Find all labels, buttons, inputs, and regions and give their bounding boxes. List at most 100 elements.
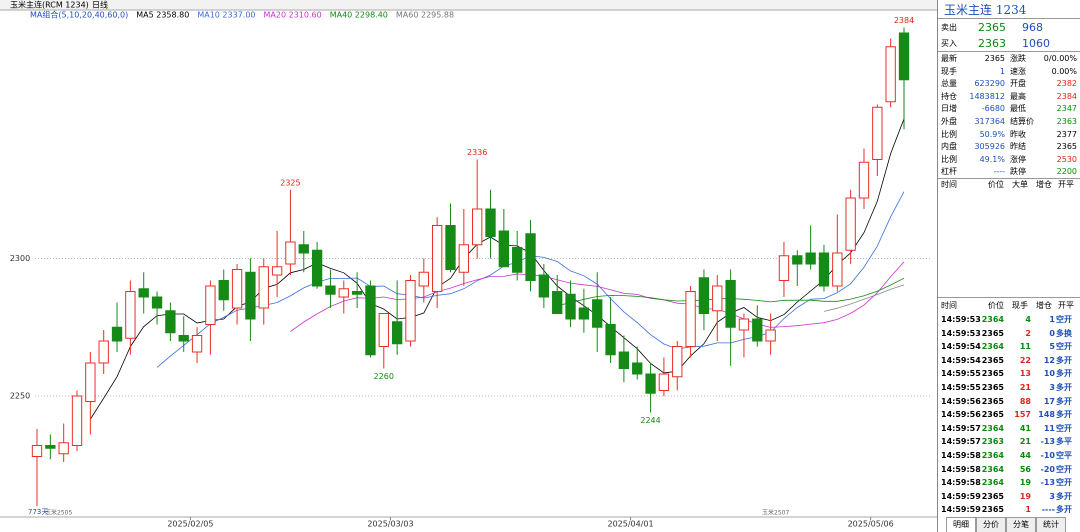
stat-label: 日增: [941, 104, 957, 114]
candle-body: [512, 247, 523, 273]
trade-type: 多开: [1056, 383, 1072, 392]
trade-time: 14:59:56: [941, 410, 981, 420]
trade-time: 14:59:59: [941, 491, 981, 501]
stat-label: 最高: [1010, 91, 1026, 101]
stat-value: 1483812: [969, 91, 1005, 101]
trade-row: 14:59:57 2363 21 -13 多平: [938, 435, 1080, 448]
stat-label: 现手: [941, 66, 957, 76]
trade-price: 2364: [981, 342, 1004, 352]
trade-volume: 56: [1019, 464, 1031, 474]
candle-body: [165, 310, 176, 334]
trade-row: 14:59:58 2364 44 -10 空平: [938, 449, 1080, 462]
trade-type: 多开: [1056, 369, 1072, 379]
trade-time: 14:59:53: [941, 315, 981, 324]
trade-row: 14:59:59 2365 1 ---- 多开: [938, 503, 1080, 516]
quote-volume: 968: [1022, 21, 1043, 34]
candle-body: [538, 274, 550, 298]
candle-body: [111, 326, 123, 342]
candle-body: [565, 293, 576, 320]
candle-body: [632, 362, 643, 375]
candle-body: [311, 249, 323, 287]
trade-type: 空开: [1056, 315, 1072, 324]
trade-change: -10: [1040, 451, 1055, 460]
trade-row: 14:59:55 2365 13 10 多开: [938, 367, 1080, 380]
trade-price: 2363: [981, 437, 1004, 447]
y-tick-label: 2300: [10, 254, 30, 263]
stat-label: 速涨: [1010, 66, 1026, 76]
trade-price: 2365: [981, 491, 1004, 501]
trade-time: 14:59:53: [941, 328, 981, 338]
stat-row: 杠杆 ---- 跌停 2200: [938, 165, 1080, 178]
tab[interactable]: 明细: [946, 517, 976, 532]
candle-body: [58, 442, 69, 455]
trade-volume: 11: [1019, 342, 1031, 352]
stat-row: 最新 2365 涨跌 0/0.00%: [938, 52, 1080, 65]
stat-label: 开盘: [1010, 79, 1026, 89]
trade-change: 12: [1043, 355, 1055, 365]
trade-type: 空开: [1056, 464, 1072, 474]
trade-volume: 13: [1019, 369, 1031, 379]
stat-value: 2365: [1056, 142, 1077, 152]
trade-volume: 4: [1025, 315, 1031, 324]
trade-row: 14:59:53 2364 4 1 空开: [938, 313, 1080, 326]
candle-body: [338, 288, 349, 298]
trade-time: 14:59:57: [941, 423, 981, 433]
stat-value: 2530: [1056, 154, 1077, 164]
candle-body: [71, 395, 83, 446]
candle-body: [885, 46, 896, 103]
trade-change: 10: [1043, 369, 1055, 379]
high-label: 2336: [467, 148, 487, 157]
trade-volume: 157: [1014, 410, 1031, 420]
quote-label: 卖出: [941, 23, 957, 32]
stat-value: 305926: [974, 142, 1005, 152]
stat-value: 2347: [1056, 104, 1077, 114]
candle-body: [298, 244, 309, 254]
stat-label: 涨跌: [1010, 54, 1026, 63]
candle-body: [858, 161, 870, 199]
stat-label: 跌停: [1010, 167, 1026, 177]
candle-body: [765, 329, 776, 342]
trade-volume: 19: [1019, 478, 1031, 488]
stat-value: 49.1%: [979, 154, 1005, 164]
y-tick-label: 2250: [10, 392, 30, 401]
candle-body: [85, 362, 96, 402]
trade-type: 空开: [1056, 342, 1072, 352]
candle-body: [218, 280, 229, 301]
ma-line: [823, 284, 905, 312]
stat-value: 2384: [1056, 91, 1077, 101]
candle-body: [618, 351, 630, 369]
candle-body: [431, 225, 443, 292]
x-tick-label: 2025/04/01: [608, 520, 654, 529]
stat-value: 50.9%: [979, 129, 1005, 139]
candle-body: [605, 324, 616, 356]
tab[interactable]: 分价: [976, 517, 1006, 532]
annotation: 773天: [28, 508, 48, 516]
candle-body: [872, 106, 883, 160]
trade-row: 14:59:56 2365 157 148 多开: [938, 408, 1080, 421]
candle-body: [391, 321, 403, 345]
trade-type: 多开: [1056, 396, 1072, 406]
trade-price: 2365: [981, 328, 1004, 338]
candle-body: [645, 373, 656, 394]
candle-body: [712, 285, 723, 312]
high-label: 2325: [280, 178, 300, 187]
candle-body: [592, 299, 603, 328]
column-header: 现手: [1012, 301, 1028, 310]
candle-body: [98, 340, 109, 364]
trade-price: 2364: [981, 423, 1004, 433]
trade-price: 2365: [981, 355, 1004, 365]
trade-row: 14:59:54 2364 11 5 空开: [938, 340, 1080, 353]
candle-body: [832, 252, 843, 287]
trade-volume: 41: [1019, 423, 1031, 433]
trade-volume: 21: [1019, 383, 1031, 392]
trade-change: 17: [1043, 396, 1055, 406]
stat-row: 总量 623290 开盘 2382: [938, 77, 1080, 90]
tab[interactable]: 分笔: [1006, 517, 1036, 532]
annotation: 玉米2505: [45, 509, 72, 517]
tab[interactable]: 统计: [1036, 517, 1066, 532]
trade-change: 3: [1049, 491, 1055, 501]
trade-type: 多开: [1056, 410, 1072, 420]
x-tick-label: 2025/02/05: [167, 520, 213, 529]
stat-label: 持仓: [941, 91, 957, 101]
